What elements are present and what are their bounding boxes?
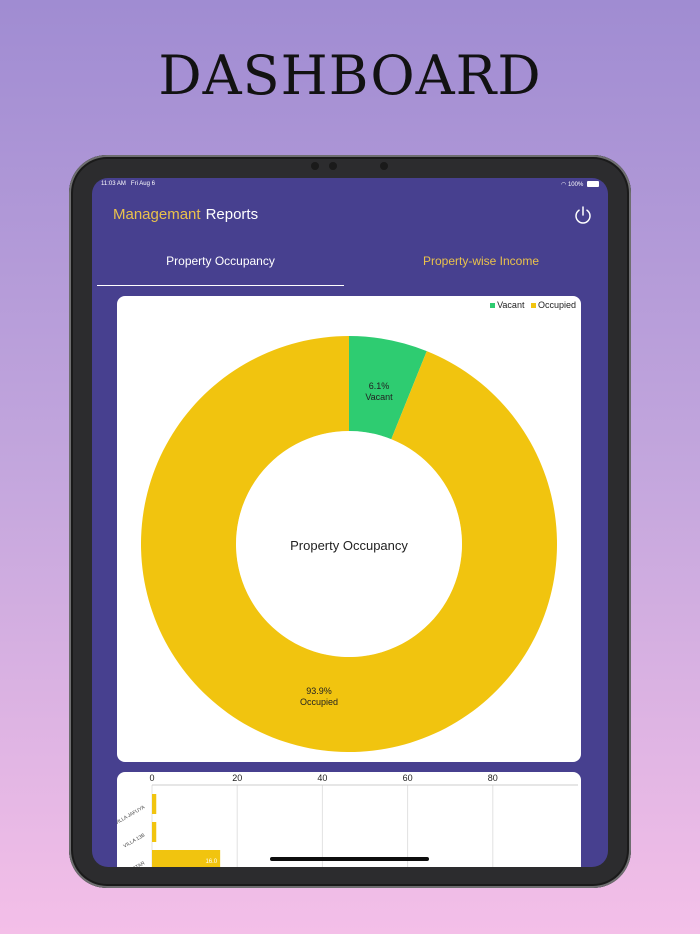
slice-value-occupied: 93.9% <box>306 686 332 696</box>
nav-title-primary: Managemant <box>113 206 201 223</box>
x-tick-label: 0 <box>149 773 154 783</box>
wifi-icon: ◠ <box>561 182 567 188</box>
bar-value-label: 16.0 <box>205 859 217 865</box>
battery-level: 100% <box>567 182 584 188</box>
bar-villa-13b[interactable] <box>152 822 157 842</box>
x-tick-label: 80 <box>488 773 498 783</box>
slice-label-occupied: 93.9% Occupied <box>289 686 349 708</box>
status-bar: 11:03 AM Fri Aug 6 ◠ 100% <box>101 181 599 191</box>
legend-vacant[interactable]: Vacant <box>497 300 525 310</box>
nav-title: Managemant Reports <box>113 206 258 223</box>
slice-label-vacant: 6.1% Vacant <box>349 381 409 403</box>
tablet-frame: 11:03 AM Fri Aug 6 ◠ 100% Managemant Repo… <box>69 155 631 888</box>
tab-property-wise-income[interactable]: Property-wise Income <box>422 254 540 268</box>
app-screen: 11:03 AM Fri Aug 6 ◠ 100% Managemant Repo… <box>92 178 608 867</box>
donut-chart <box>140 336 557 752</box>
tab-property-occupancy[interactable]: Property Occupancy <box>97 252 344 286</box>
bar-star[interactable] <box>152 850 221 867</box>
category-label: STAR <box>132 860 147 867</box>
donut-slice-vacant[interactable] <box>349 336 427 440</box>
donut-center-label: Property Occupancy <box>290 538 408 553</box>
status-date: Fri Aug 6 <box>130 181 155 187</box>
slice-value-vacant: 6.1% <box>368 381 390 391</box>
income-bar-chart-card: 0 20 40 60 80 VILLA JAFUYA VILLA 13B STAR 16.0 <box>117 772 581 867</box>
legend-swatch-occupied <box>530 303 536 309</box>
bar-villa-jafuya[interactable] <box>152 794 157 814</box>
slice-name-occupied: Occupied <box>299 697 339 707</box>
status-time: 11:03 AM <box>101 181 126 187</box>
legend-occupied[interactable]: Occupied <box>537 300 576 310</box>
home-indicator[interactable] <box>270 857 429 861</box>
tab-bar: Property Occupancy Property-wise Income <box>97 252 603 286</box>
slice-name-vacant: Vacant <box>365 392 393 402</box>
legend-swatch-vacant <box>490 303 496 309</box>
donut-hole <box>246 441 452 647</box>
battery-icon <box>587 181 599 188</box>
chart-legend: Vacant Occupied <box>486 300 576 310</box>
bar-chart: 0 20 40 60 80 VILLA JAFUYA VILLA 13B STAR 16.0 <box>117 773 578 867</box>
nav-title-secondary: Reports <box>205 206 259 223</box>
x-tick-label: 20 <box>232 773 242 783</box>
occupancy-chart-card: Vacant Occupied Property Occupancy 6.1% … <box>117 296 581 762</box>
front-sensor-right <box>380 162 388 170</box>
x-tick-label: 40 <box>317 773 327 783</box>
category-label: VILLA JAFUYA <box>117 804 147 826</box>
dashboard-headline: DASHBOARD <box>158 44 542 107</box>
front-sensor <box>311 162 319 170</box>
power-icon[interactable] <box>573 205 593 225</box>
donut-slice-occupied[interactable] <box>140 336 557 752</box>
x-tick-label: 60 <box>403 773 413 783</box>
donut-inner-ring <box>236 431 462 657</box>
front-camera <box>329 162 337 170</box>
category-label: VILLA 13B <box>123 832 147 849</box>
